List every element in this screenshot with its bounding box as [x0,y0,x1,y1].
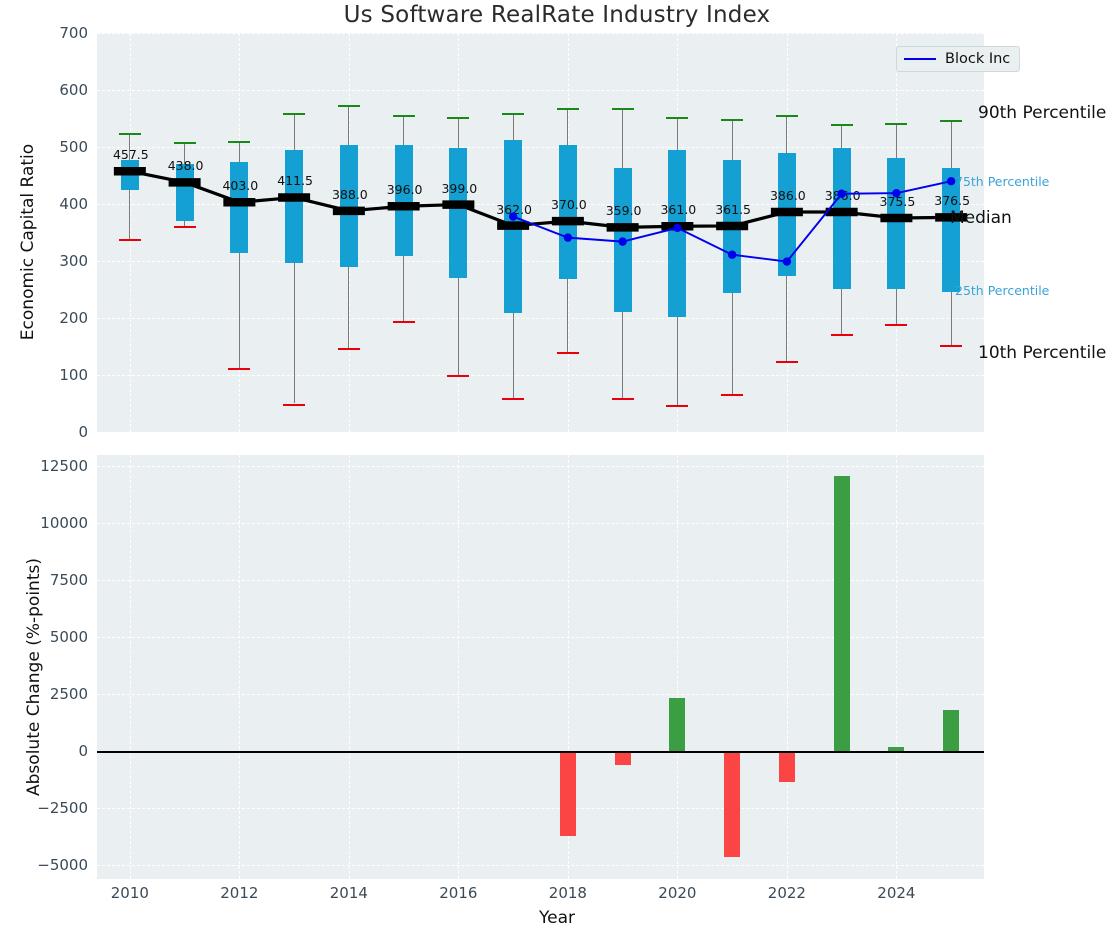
block-inc-point [728,251,736,259]
annotation-10th-percentile: 10th Percentile [978,343,1106,363]
annotation-90th-percentile: 90th Percentile [978,103,1106,123]
block-inc-point [783,257,791,265]
block-inc-point [673,224,681,232]
figure-root: Us Software RealRate Industry Index Econ… [0,0,1114,942]
legend-line-swatch [904,58,936,60]
block-inc-point [618,237,626,245]
annotation-75th-percentile: 75th Percentile [955,174,1049,189]
annotation-25th-percentile: 25th Percentile [955,283,1049,298]
legend-label-block-inc: Block Inc [945,51,1010,67]
block-inc-point [892,189,900,197]
block-inc-point [837,190,845,198]
legend[interactable]: Block Inc [896,46,1020,72]
block-inc-point [564,233,572,241]
zero-baseline [97,751,984,753]
series-overlay [0,0,1114,942]
annotation-median: Median [950,208,1012,228]
block-inc-point [509,212,517,220]
